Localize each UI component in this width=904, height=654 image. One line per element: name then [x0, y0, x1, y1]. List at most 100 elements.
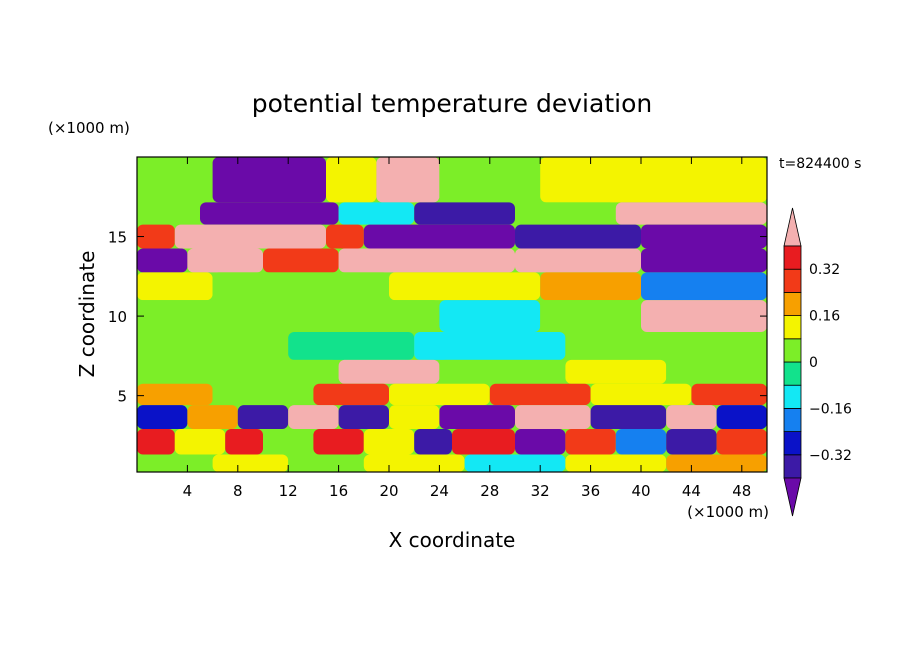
- field-cell: [288, 332, 415, 360]
- contour-field: [137, 157, 767, 472]
- x-tick-label: 32: [531, 482, 550, 500]
- field-cell: [137, 157, 213, 203]
- colorbar-box: [783, 245, 802, 270]
- field-cell: [137, 272, 213, 301]
- field-cell: [263, 429, 314, 455]
- field-cell: [212, 272, 389, 301]
- x-tick-label: 16: [329, 482, 348, 500]
- field-cell: [540, 272, 641, 301]
- field-cell: [515, 202, 616, 225]
- field-cell: [414, 332, 566, 360]
- field-cell: [338, 248, 515, 273]
- field-cell: [187, 405, 238, 430]
- field-cell: [389, 272, 541, 301]
- field-cell: [212, 157, 326, 203]
- x-tick-label: 40: [631, 482, 650, 500]
- field-cell: [615, 429, 667, 455]
- chart-title: potential temperature deviation: [252, 89, 652, 118]
- field-cell: [540, 300, 641, 332]
- time-label: t=824400 s: [779, 156, 861, 172]
- field-cell: [439, 405, 515, 430]
- field-cell: [137, 248, 188, 273]
- field-cell: [565, 454, 667, 472]
- y-axis-units: (×1000 m): [48, 119, 130, 137]
- field-cell: [414, 429, 452, 455]
- field-cell: [137, 429, 175, 455]
- field-cell: [174, 224, 326, 249]
- field-cell: [464, 454, 566, 472]
- field-cell: [225, 429, 263, 455]
- field-cell: [237, 359, 339, 384]
- colorbar-box: [783, 431, 802, 456]
- x-tick-label: 48: [732, 482, 751, 500]
- field-cell: [313, 429, 364, 455]
- field-cell: [389, 405, 440, 430]
- field-cell: [313, 383, 389, 406]
- field-cell: [137, 405, 188, 430]
- field-cell: [515, 248, 641, 273]
- x-tick-label: 44: [682, 482, 701, 500]
- field-cell: [565, 332, 641, 360]
- field-cell: [666, 429, 717, 455]
- x-tick-label: 12: [279, 482, 298, 500]
- field-cell: [363, 454, 465, 472]
- field-cell: [691, 383, 767, 406]
- field-cell: [137, 202, 200, 225]
- y-axis-label: Z coordinate: [75, 251, 99, 378]
- field-cell: [565, 359, 667, 384]
- field-cell: [326, 157, 377, 203]
- colorbar-top-cap: [783, 207, 802, 247]
- field-cell: [363, 224, 515, 249]
- field-cell: [212, 454, 289, 472]
- x-tick-label: 8: [233, 482, 243, 500]
- colorbar-box: [783, 315, 802, 340]
- x-tick-label: 36: [581, 482, 600, 500]
- y-tick-label: 10: [108, 308, 127, 326]
- field-cell: [414, 202, 515, 225]
- field-cell: [137, 359, 238, 384]
- x-tick-label: 24: [430, 482, 449, 500]
- field-cell: [338, 405, 389, 430]
- field-cell: [641, 272, 767, 301]
- colorbar-bottom-cap: [783, 477, 802, 517]
- field-cell: [439, 359, 566, 384]
- field-cell: [515, 405, 591, 430]
- field-cell: [716, 405, 767, 430]
- field-cell: [338, 202, 415, 225]
- field-cell: [565, 429, 616, 455]
- colorbar-box: [783, 361, 802, 386]
- field-cell: [263, 248, 339, 273]
- field-cell: [288, 405, 339, 430]
- x-tick-label: 20: [379, 482, 398, 500]
- field-cell: [716, 429, 767, 455]
- field-cell: [137, 224, 175, 249]
- field-cell: [590, 405, 667, 430]
- field-cell: [641, 248, 767, 273]
- colorbar-box: [783, 338, 802, 363]
- field-cell: [137, 332, 289, 360]
- colorbar: 0.32 0.16 0 −0.16 −0.32: [783, 207, 852, 517]
- field-cell: [376, 157, 440, 203]
- field-cell: [439, 300, 541, 332]
- field-cell: [540, 157, 767, 203]
- colorbar-label: 0: [809, 355, 818, 371]
- field-cell: [615, 202, 767, 225]
- field-cell: [263, 300, 440, 332]
- field-cell: [137, 300, 263, 332]
- x-axis-label: X coordinate: [389, 528, 516, 552]
- field-cell: [288, 454, 364, 472]
- field-cell: [326, 224, 364, 249]
- field-cell: [666, 454, 767, 472]
- field-cell: [641, 332, 767, 360]
- y-tick-label: 5: [117, 388, 127, 406]
- field-cell: [452, 429, 515, 455]
- colorbar-box: [783, 268, 802, 293]
- x-tick-label: 4: [183, 482, 193, 500]
- colorbar-box: [783, 291, 802, 316]
- field-cell: [666, 359, 767, 384]
- field-cell: [590, 383, 692, 406]
- field-cell: [363, 429, 415, 455]
- field-cell: [515, 429, 566, 455]
- colorbar-box: [783, 384, 802, 409]
